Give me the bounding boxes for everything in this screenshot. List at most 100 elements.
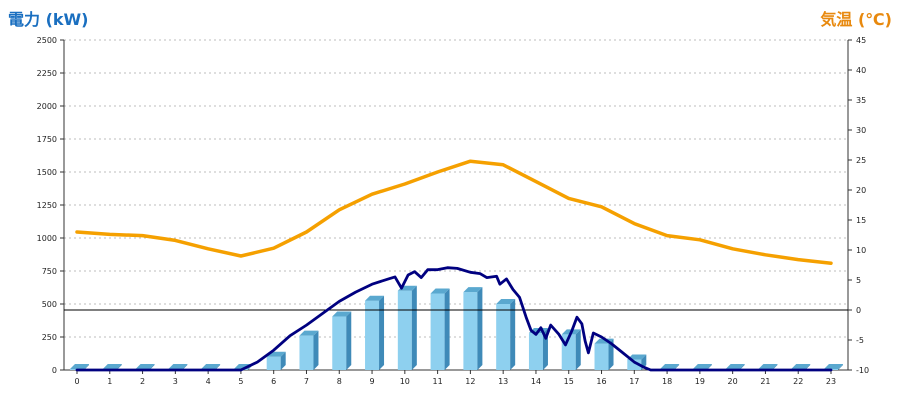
- bar-top: [463, 287, 483, 293]
- bar-front: [299, 335, 314, 370]
- left-tick-label: 2500: [37, 36, 57, 45]
- bar-front: [627, 359, 642, 370]
- bar-front: [463, 292, 478, 370]
- gridlines: [64, 39, 848, 338]
- bar: [365, 295, 385, 370]
- bar-side: [575, 329, 581, 370]
- bar-top: [70, 364, 89, 369]
- bar-front: [365, 300, 380, 370]
- bar-top: [725, 364, 745, 369]
- bar-side: [379, 295, 385, 370]
- bar-front: [397, 290, 412, 370]
- bar-side: [411, 285, 417, 370]
- left-tick-label: 2000: [37, 102, 57, 111]
- x-tick-label: 23: [826, 377, 836, 386]
- bar-side: [838, 364, 843, 370]
- bar-top: [758, 364, 778, 369]
- temperature-line: [75, 159, 833, 265]
- bar: [332, 311, 352, 370]
- left-tick-label: 500: [42, 300, 57, 309]
- right-tick-label: 20: [856, 186, 866, 195]
- bar-side: [739, 364, 745, 370]
- right-tick-label: 40: [856, 66, 866, 75]
- x-axis: 0 1 2 3 4 5 6 7 8 9 10 11 12 13 14 15 16 17 18 19 20 21 22 23: [64, 369, 848, 386]
- bar-side: [280, 351, 286, 370]
- left-axis-title: 電力 (kW): [8, 10, 89, 29]
- bar-front: [528, 333, 543, 370]
- bar-side: [608, 338, 614, 370]
- x-tick-label: 8: [337, 377, 342, 386]
- bar: [397, 285, 417, 370]
- bar-side: [510, 299, 516, 370]
- bar-side: [313, 330, 319, 370]
- x-tick-label: 11: [433, 377, 443, 386]
- left-axis: 0 250 500 750 1000 1250 1500 1750 2000 2250 2500: [37, 36, 65, 375]
- left-tick-label: 1500: [37, 168, 57, 177]
- bar-side: [116, 364, 122, 370]
- power-line: [75, 266, 833, 372]
- x-tick-label: 16: [596, 377, 606, 386]
- bar-side: [477, 287, 483, 370]
- x-tick-label: 22: [793, 377, 803, 386]
- x-tick-label: 19: [695, 377, 705, 386]
- right-tick-label: -5: [856, 336, 864, 345]
- bar-side: [84, 364, 89, 370]
- left-tick-label: 1250: [37, 201, 57, 210]
- bar: [463, 287, 483, 370]
- bar-top: [365, 295, 385, 301]
- bar-top: [496, 299, 516, 304]
- x-tick-label: 20: [728, 377, 738, 386]
- bar-top: [135, 364, 155, 369]
- x-tick-label: 9: [369, 377, 374, 386]
- bar-side: [215, 364, 221, 370]
- bar-side: [182, 364, 188, 370]
- x-tick-label: 0: [74, 377, 79, 386]
- bar-top: [791, 364, 811, 369]
- bar-top: [168, 364, 188, 369]
- left-tick-label: 1000: [37, 234, 57, 243]
- bar-front: [594, 343, 609, 370]
- bar-front: [332, 316, 347, 370]
- bar-front: [496, 304, 511, 370]
- bar: [594, 338, 614, 370]
- left-tick-label: 0: [52, 366, 57, 375]
- bar-series: [70, 285, 843, 370]
- right-tick-label: 30: [856, 126, 866, 135]
- left-tick-label: 1750: [37, 135, 57, 144]
- bar-side: [772, 364, 778, 370]
- x-tick-label: 2: [140, 377, 145, 386]
- bar-side: [674, 364, 680, 370]
- x-tick-label: 10: [400, 377, 410, 386]
- x-tick-label: 21: [760, 377, 770, 386]
- x-tick-label: 12: [465, 377, 475, 386]
- x-tick-label: 18: [662, 377, 672, 386]
- bar-side: [706, 364, 712, 370]
- bar: [430, 288, 450, 370]
- bar-side: [346, 311, 352, 370]
- bar-side: [149, 364, 155, 370]
- right-tick-label: 35: [856, 96, 866, 105]
- bar-top: [824, 364, 843, 369]
- x-tick-label: 17: [629, 377, 639, 386]
- bar-side: [444, 288, 450, 370]
- x-tick-label: 5: [238, 377, 243, 386]
- bar-top: [627, 354, 647, 360]
- bar: [299, 330, 319, 370]
- right-tick-label: -10: [856, 366, 869, 375]
- left-tick-label: 2250: [37, 69, 57, 78]
- x-tick-label: 7: [304, 377, 309, 386]
- right-axis-title: 気温 (℃): [820, 10, 892, 29]
- right-tick-label: 10: [856, 246, 866, 255]
- bar-side: [805, 364, 811, 370]
- right-tick-label: 45: [856, 36, 866, 45]
- bar-front: [430, 293, 445, 370]
- bar-top: [332, 311, 352, 317]
- right-tick-label: 25: [856, 156, 866, 165]
- x-tick-label: 1: [107, 377, 112, 386]
- x-tick-label: 13: [498, 377, 508, 386]
- bar-front: [266, 356, 281, 370]
- bar-top: [201, 364, 221, 369]
- x-tick-label: 15: [564, 377, 574, 386]
- bar-top: [299, 330, 319, 336]
